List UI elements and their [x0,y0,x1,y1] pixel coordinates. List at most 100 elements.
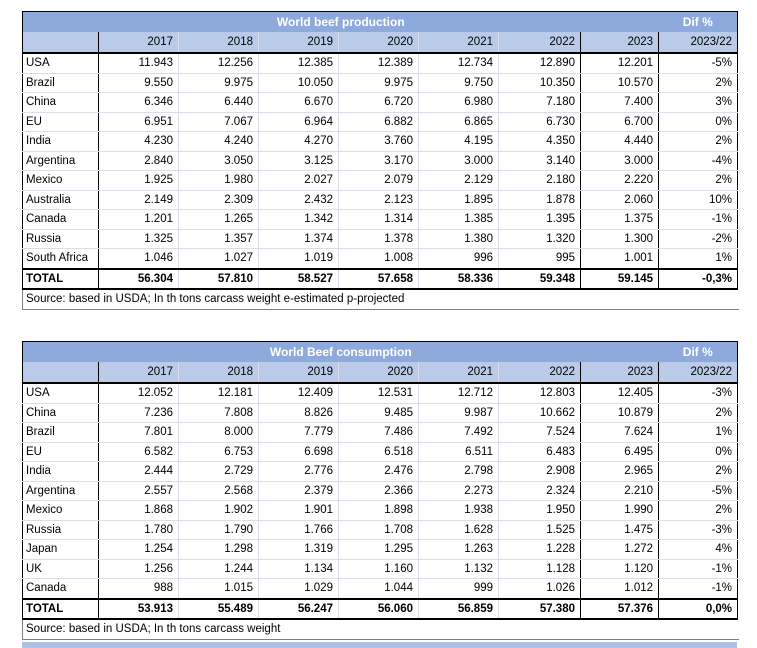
value-cell: 1.375 [580,209,660,230]
value-cell: 2.568 [178,481,259,501]
value-cell: 7.486 [338,422,419,443]
value-cell: 10.662 [498,403,581,423]
value-cell: 59.145 [580,267,660,290]
value-cell: 1.320 [498,229,581,249]
country-cell: Mexico [22,500,99,521]
value-cell: 1.868 [98,500,179,521]
country-cell: Australia [22,190,99,210]
table-row: Canada 1.201 1.265 1.342 1.314 1.385 1.395 1.37… [22,209,738,230]
country-cell: India [22,131,99,152]
year-header: 2019 [258,32,339,54]
value-cell: 1.319 [258,539,339,560]
value-cell: 1.374 [258,229,339,249]
dif-cell: 10% [658,190,738,210]
value-cell: 9.975 [178,73,259,93]
table-row: UK 1.256 1.244 1.134 1.160 1.132 1.128 1.120 -1% [22,559,738,579]
value-cell: 6.951 [98,112,179,132]
value-cell: 6.700 [580,112,660,132]
dif-header: Dif % [658,341,738,362]
value-cell: 7.801 [98,422,179,443]
value-cell: 9.750 [418,73,499,93]
year-header: 2017 [98,32,179,54]
country-cell: Mexico [22,170,99,191]
value-cell: 2.149 [98,190,179,210]
value-cell: 6.670 [258,92,339,113]
value-cell: 8.826 [258,403,339,423]
country-cell: Argentina [22,481,99,501]
table-row: Russia 1.780 1.790 1.766 1.708 1.628 1.525 1.47… [22,520,738,540]
country-cell: Russia [22,520,99,540]
value-cell: 7.492 [418,422,499,443]
table-row: India 2.444 2.729 2.776 2.476 2.798 2.908 2.965… [22,461,738,482]
table-row: Japan 1.254 1.298 1.319 1.295 1.263 1.228 1.272… [22,539,738,560]
value-cell: 11.943 [98,53,179,74]
value-cell: 7.067 [178,112,259,132]
value-cell: 1.160 [338,559,419,579]
year-header: 2020 [338,32,419,54]
table-title: World beef production [22,11,659,32]
table-row: Brazil 7.801 8.000 7.779 7.486 7.492 7.524 7.62… [22,422,738,443]
value-cell: 1.001 [580,248,660,269]
total-row: TOTAL 56.304 57.810 58.527 57.658 58.336 59.34… [22,267,738,290]
corner-cell [22,362,99,384]
value-cell: 12.803 [498,383,581,404]
country-cell: Canada [22,209,99,230]
value-cell: 995 [498,248,581,269]
value-cell: 6.865 [418,112,499,132]
value-cell: 2.220 [580,170,660,191]
value-cell: 12.405 [580,383,660,404]
dif-cell: 0% [658,112,738,132]
value-cell: 999 [418,578,499,599]
country-cell: Argentina [22,151,99,171]
table-title: World Beef consumption [22,341,659,362]
dif-cell: 2% [658,170,738,191]
value-cell: 6.511 [418,442,499,462]
value-cell: 3.000 [580,151,660,171]
value-cell: 2.798 [418,461,499,482]
value-cell: 1.342 [258,209,339,230]
value-cell: 9.975 [338,73,419,93]
value-cell: 6.882 [338,112,419,132]
source-note: Source: based in USDA; In th tons carcas… [22,620,739,640]
dif-cell: 1% [658,248,738,269]
dif-cell: -1% [658,578,738,599]
table-row: Russia 1.325 1.357 1.374 1.378 1.380 1.320 1.30… [22,229,738,249]
value-cell: 1.228 [498,539,581,560]
value-cell: 6.698 [258,442,339,462]
value-cell: 12.052 [98,383,179,404]
table-title-row: World beef production Dif % [22,11,738,32]
country-cell: China [22,92,99,113]
total-label-cell: TOTAL [22,267,99,290]
value-cell: 3.000 [418,151,499,171]
value-cell: 996 [418,248,499,269]
country-cell: Brazil [22,422,99,443]
year-header: 2018 [178,362,259,384]
value-cell: 1.950 [498,500,581,521]
table-row: Australia 2.149 2.309 2.432 2.123 1.895 1.878 2… [22,190,738,210]
corner-cell [22,32,99,54]
table-row: EU 6.951 7.067 6.964 6.882 6.865 6.730 6.700 0% [22,112,738,132]
dif-cell: 0% [658,442,738,462]
value-cell: 2.379 [258,481,339,501]
value-cell: 6.582 [98,442,179,462]
dif-cell: -2% [658,229,738,249]
year-header: 2022 [498,32,581,54]
country-cell: India [22,461,99,482]
country-cell: Russia [22,229,99,249]
value-cell: 6.495 [580,442,660,462]
value-cell: 988 [98,578,179,599]
value-cell: 1.272 [580,539,660,560]
value-cell: 8.000 [178,422,259,443]
value-cell: 1.325 [98,229,179,249]
value-cell: 58.527 [258,267,339,290]
year-header: 2022 [498,362,581,384]
value-cell: 1.254 [98,539,179,560]
value-cell: 1.378 [338,229,419,249]
value-cell: 2.060 [580,190,660,210]
value-cell: 1.980 [178,170,259,191]
value-cell: 9.485 [338,403,419,423]
value-cell: 1.201 [98,209,179,230]
value-cell: 1.628 [418,520,499,540]
value-cell: 1.898 [338,500,419,521]
value-cell: 1.902 [178,500,259,521]
